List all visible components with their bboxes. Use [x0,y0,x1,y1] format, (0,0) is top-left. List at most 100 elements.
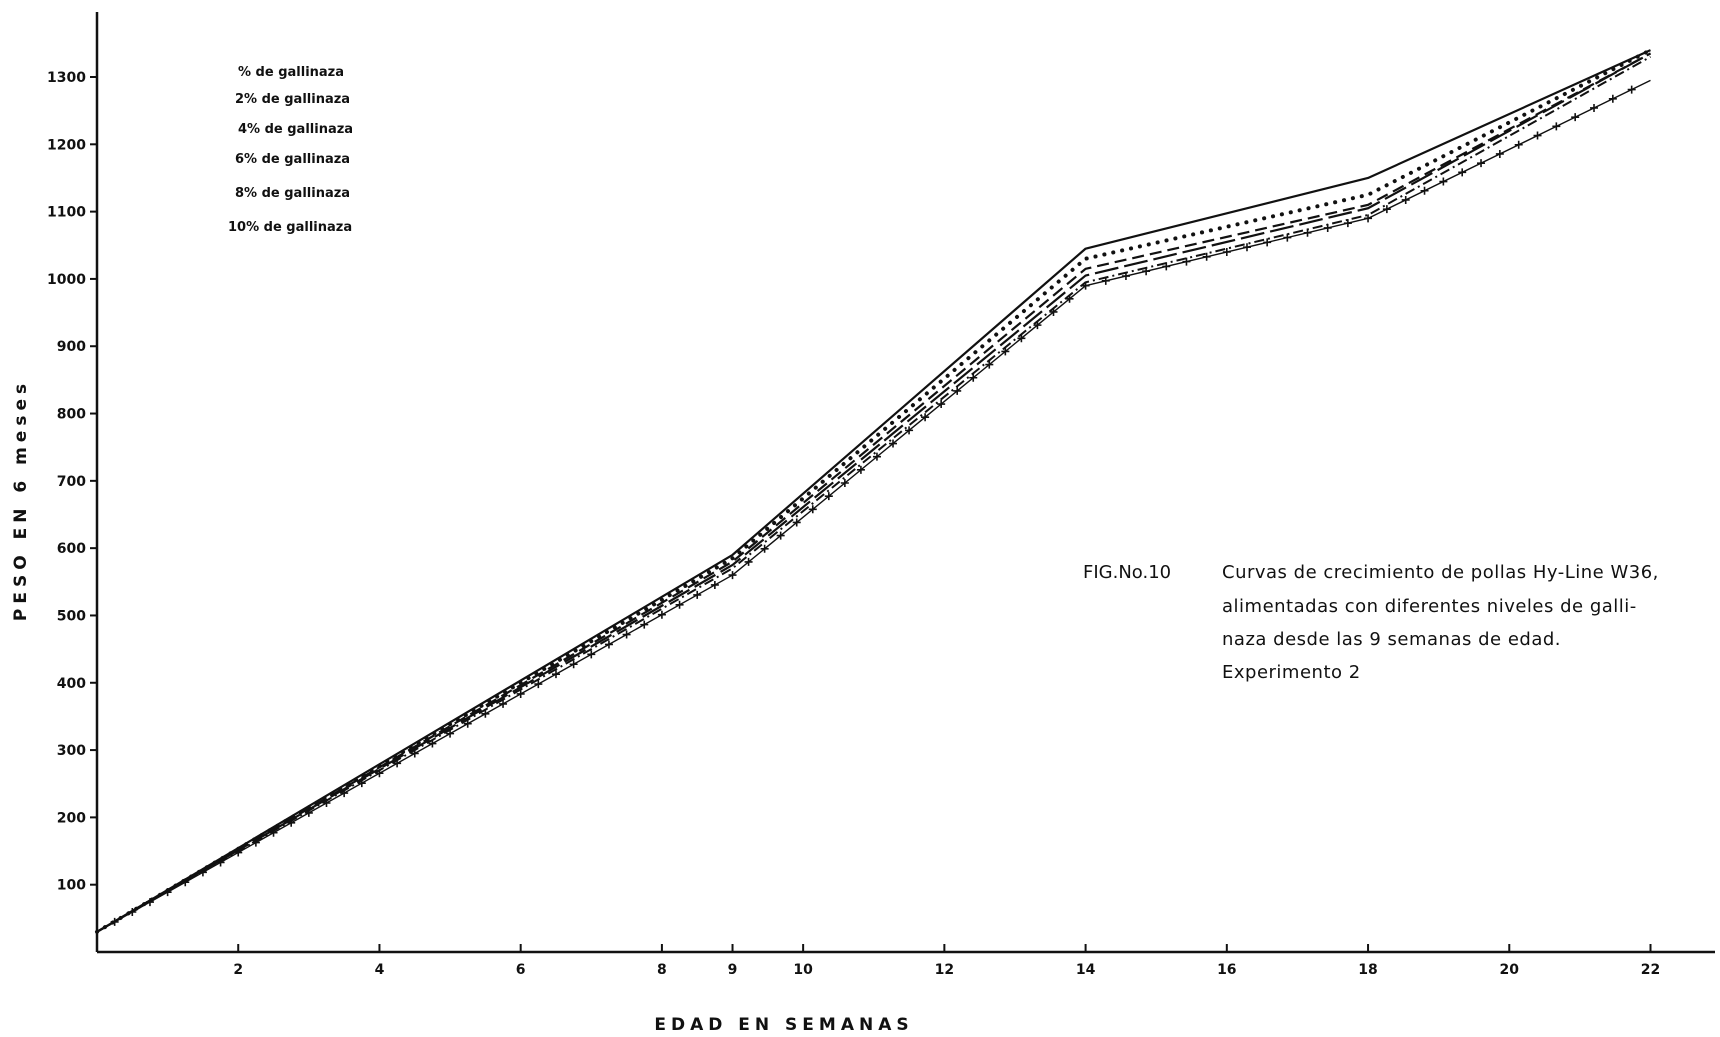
series-cross-marker [410,749,419,758]
legend-entry-1: % de gallinaza [238,65,344,80]
series-cross-marker [1202,252,1211,261]
x-tick-label: 12 [935,962,954,978]
series-cross-marker [622,630,631,639]
series-cross-marker [287,818,296,827]
series-cross-marker [1590,103,1599,112]
series-cross-marker [251,838,260,847]
series-cross-marker [604,640,613,649]
y-tick-label: 200 [57,810,86,826]
series-cross-marker [1571,113,1580,122]
x-ticks: 2 4 6 8 9 10 12 14 16 18 20 22 [233,944,1660,978]
series-cross-marker [163,888,172,897]
series-cross-marker [340,789,349,798]
series-cross-marker [1323,223,1332,232]
series-cross-marker [551,670,560,679]
series-cross-marker [1142,267,1151,276]
series-cross-marker [1162,262,1171,271]
series-cross-marker [198,868,207,877]
series-cross-marker [1401,195,1410,204]
series-cross-marker [840,478,849,487]
x-tick-label: 20 [1500,962,1520,978]
legend-entry-2: 2% de gallinaza [235,92,350,107]
figure-label: FIG.No.10 [1083,562,1171,583]
series-cross-marker [1065,294,1074,303]
series-cross-marker [1081,281,1090,290]
series-cross-marker [1495,149,1504,158]
series-cross-marker [1303,228,1312,237]
series-cross-marker [824,492,833,501]
series-cross-marker [856,465,865,474]
series-cross-marker [1364,214,1373,223]
series-cross-marker [1033,321,1042,330]
series-cross-marker [889,439,898,448]
series-cross-marker [1343,219,1352,228]
series-cross-marker [446,729,455,738]
caption-line-2: alimentadas con diferentes niveles de ga… [1222,596,1637,617]
series-cross-marker [1382,205,1391,214]
legend: % de gallinaza 2% de gallinaza 4% de galli… [228,65,353,235]
legend-entry-4: 6% de gallinaza [235,152,350,167]
series-cross-marker [428,739,437,748]
series-cross-marker [128,907,137,916]
series-cross-marker [1001,347,1010,356]
legend-entry-3: 4% de gallinaza [238,122,353,137]
legend-entry-5: 8% de gallinaza [235,186,350,201]
y-tick-label: 1000 [47,272,86,288]
series-cross-marker [1439,177,1448,186]
series-cross-marker [181,878,190,887]
series-cross-marker [969,373,978,382]
caption-line-1: Curvas de crecimiento de pollas Hy-Line … [1222,562,1659,583]
series-cross-marker [808,505,817,514]
series-cross-marker [393,759,402,768]
x-tick-label: 18 [1358,962,1377,978]
series-cross-marker [675,600,684,609]
series-cross-marker [640,620,649,629]
x-tick-label: 8 [657,962,667,978]
series-cross-marker [937,400,946,409]
series-cross-marker [953,386,962,395]
series-cross-marker [1283,233,1292,242]
series-line-6 [96,79,1651,933]
series-layer [95,48,1653,934]
x-tick-label: 6 [516,962,526,978]
y-tick-label: 600 [57,541,86,557]
series-cross-marker [1627,85,1636,94]
y-tick-label: 1200 [47,137,86,153]
series-cross-marker [216,858,225,867]
series-cross-marker [304,808,313,817]
legend-entry-6: 10% de gallinaza [228,220,352,235]
series-cross-marker [710,580,719,589]
series-cross-marker [1608,94,1617,103]
series-cross-marker [587,650,596,659]
series-cross-marker [1242,243,1251,252]
y-tick-label: 1100 [47,205,86,221]
y-tick-label: 800 [57,407,86,423]
series-cross-marker [1514,140,1523,149]
y-tick-label: 1300 [47,70,86,86]
x-tick-label: 22 [1641,962,1660,978]
x-tick-label: 16 [1217,962,1236,978]
series-cross-marker [145,898,154,907]
x-tick-label: 14 [1076,962,1096,978]
y-axis-title: PESO EN 6 meses [11,379,31,621]
series-cross-marker [985,360,994,369]
series-cross-marker [463,719,472,728]
figure-caption: FIG.No.10 Curvas de crecimiento de polla… [1083,562,1659,683]
series-line-3 [96,52,1652,933]
series-cross-marker [1049,307,1058,316]
y-tick-label: 400 [57,676,86,692]
series-cross-marker [921,413,930,422]
x-tick-label: 4 [375,962,385,978]
series-cross-marker [1263,238,1272,247]
y-ticks: 100 200 300 400 500 600 700 800 900 1000 1100 1200 1… [47,70,97,894]
series-cross-marker [534,680,543,689]
x-axis-title: EDAD EN SEMANAS [654,1015,913,1035]
series-cross-marker [357,779,366,788]
caption-line-4: Experimento 2 [1222,662,1361,683]
series-cross-marker [569,660,578,669]
series-cross-marker [1121,272,1130,281]
axes [95,12,1715,954]
series-cross-marker [728,571,737,580]
series-cross-marker [375,769,384,778]
